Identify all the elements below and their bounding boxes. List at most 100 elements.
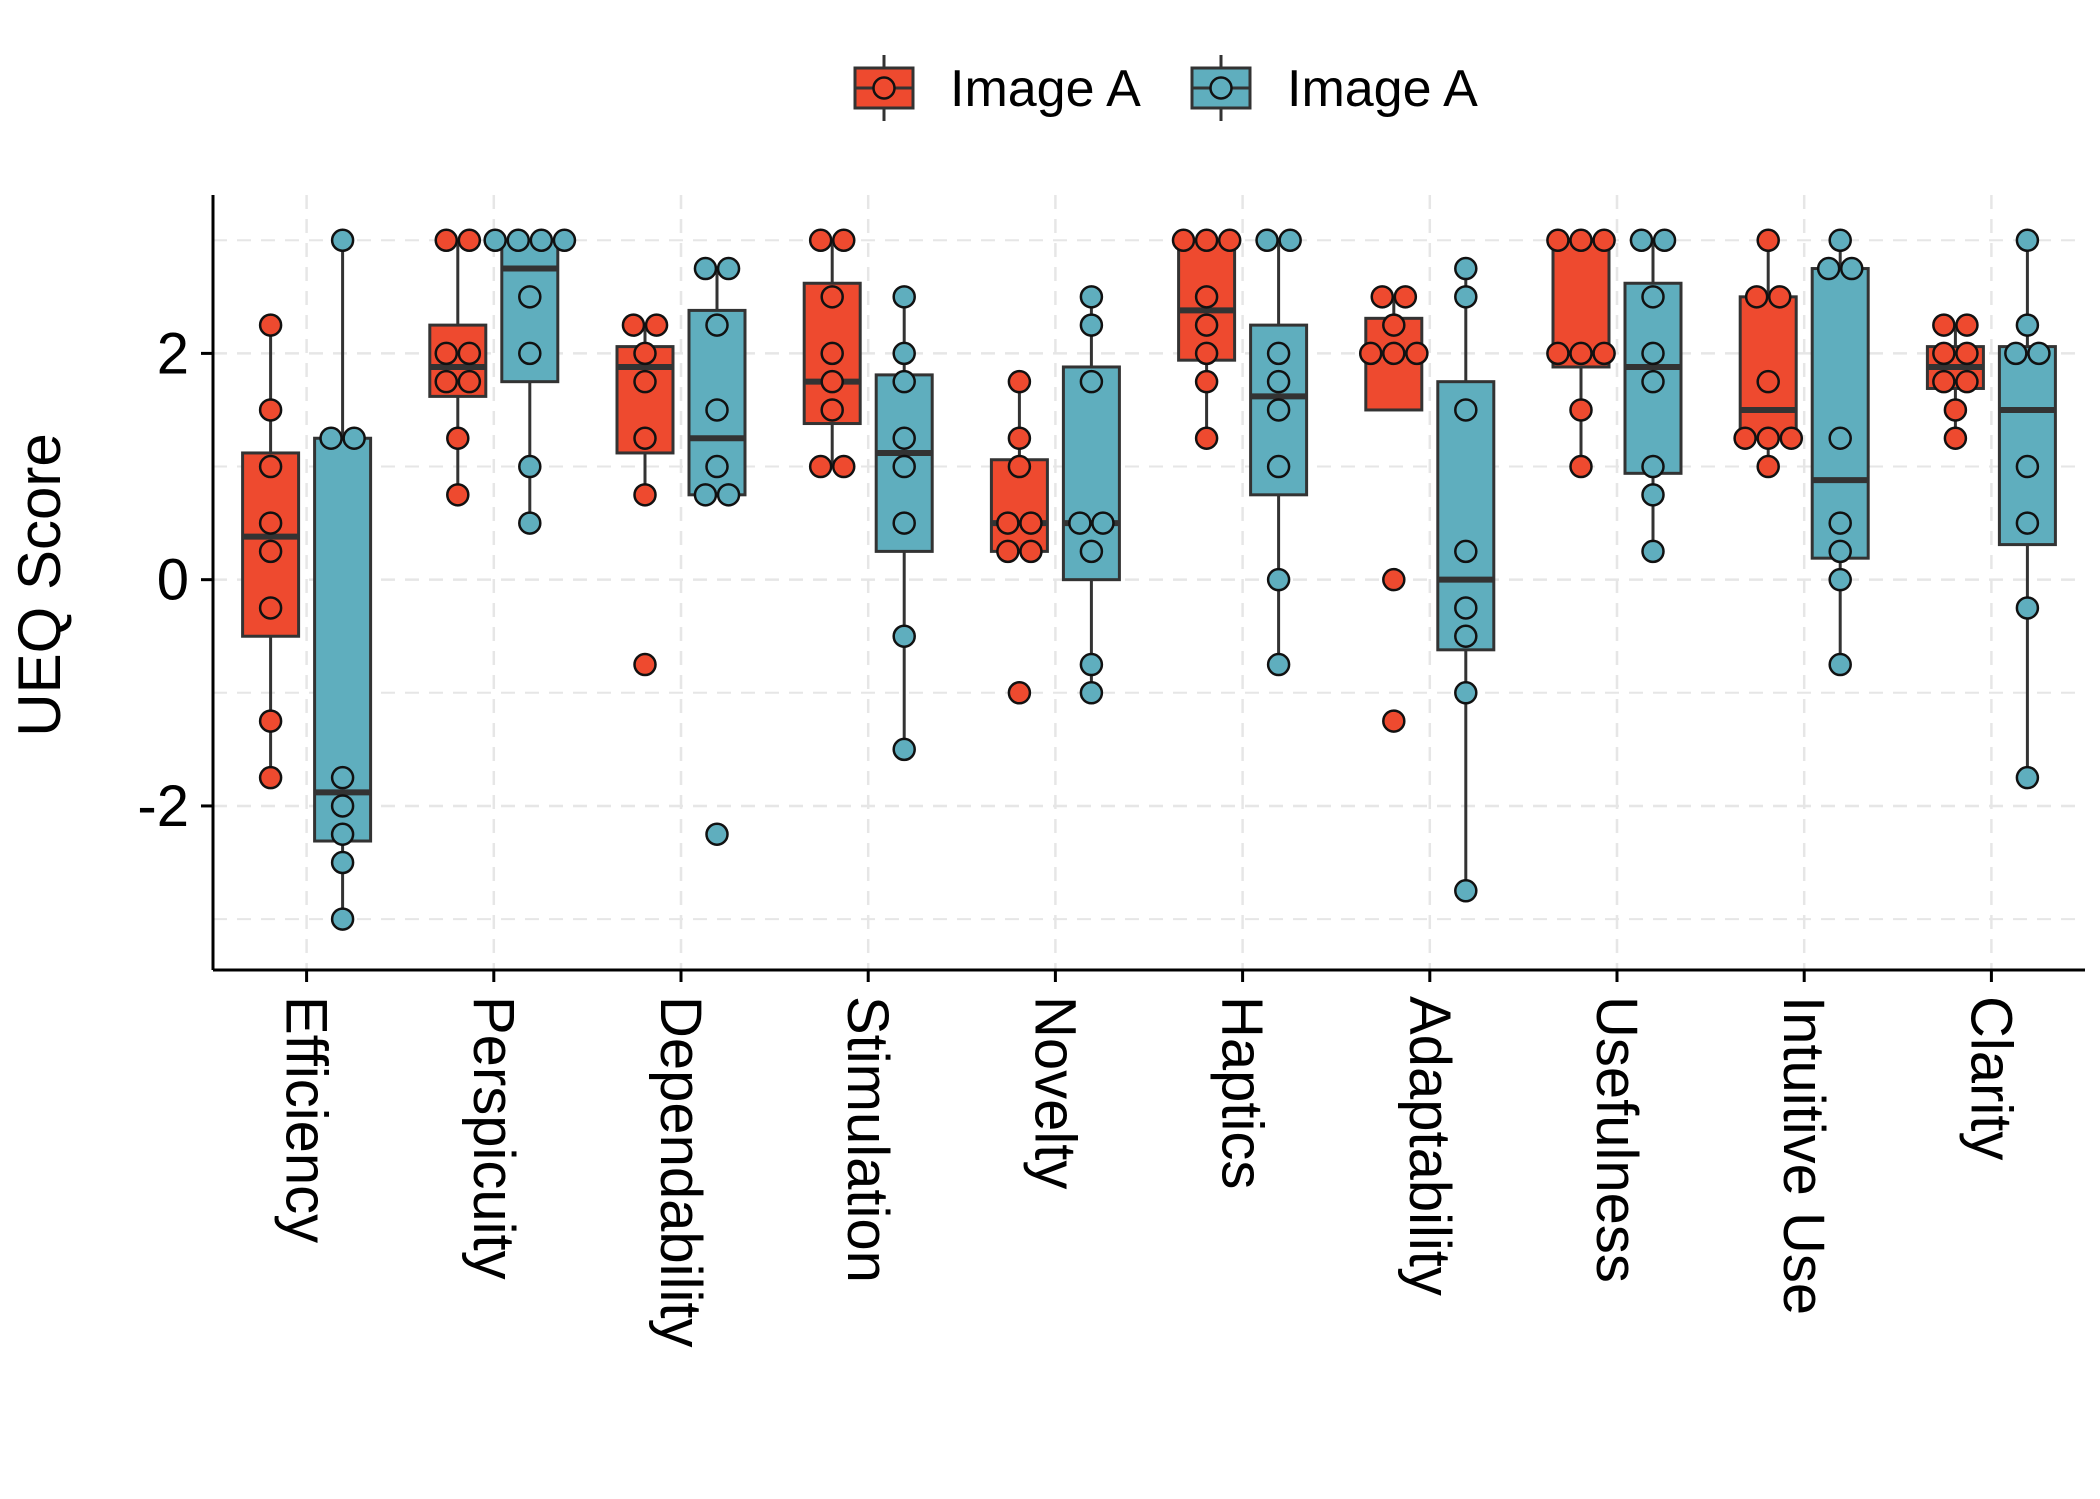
data-point <box>633 652 657 677</box>
data-point <box>633 426 657 450</box>
x-tick-label: Usefulness <box>1584 996 1649 1283</box>
data-point <box>892 511 916 535</box>
data-point <box>1569 454 1593 479</box>
boxplot-1-haptics <box>1177 238 1237 439</box>
data-point <box>1629 228 1654 253</box>
data-point <box>434 228 458 253</box>
data-point <box>2015 765 2040 790</box>
data-point <box>330 907 355 931</box>
data-point <box>552 228 577 253</box>
data-point <box>1828 426 1852 450</box>
data-point <box>1569 398 1593 422</box>
data-point <box>1382 341 1406 366</box>
data-point <box>1370 285 1394 309</box>
data-point <box>1641 454 1665 479</box>
data-point <box>1079 681 1104 705</box>
data-point <box>1194 426 1219 450</box>
legend-point <box>872 76 896 100</box>
data-point <box>705 313 729 337</box>
x-tick-label: Haptics <box>1210 996 1275 1189</box>
data-point <box>2015 313 2040 337</box>
data-point <box>820 285 844 309</box>
data-point <box>1068 511 1092 535</box>
data-point <box>644 313 669 337</box>
data-point <box>1955 341 1979 366</box>
data-point <box>1828 539 1852 564</box>
data-point <box>1592 228 1616 253</box>
data-point <box>1546 341 1570 366</box>
data-point <box>483 228 507 253</box>
boxplot-2-haptics <box>1249 240 1309 665</box>
data-point <box>1091 511 1115 535</box>
data-point <box>892 624 916 648</box>
data-point <box>892 285 916 309</box>
data-point <box>1194 341 1219 366</box>
data-point <box>1744 285 1769 309</box>
data-point <box>1828 228 1852 253</box>
data-point <box>457 228 482 253</box>
data-point <box>832 454 856 479</box>
data-point <box>1454 624 1478 648</box>
data-point <box>1194 228 1219 253</box>
data-point <box>1382 313 1406 337</box>
data-point <box>330 850 355 875</box>
data-point <box>1641 285 1665 309</box>
data-point <box>1266 398 1291 422</box>
data-point <box>518 341 542 366</box>
data-point <box>1932 341 1956 366</box>
data-point <box>1194 285 1219 309</box>
data-point <box>1569 228 1593 253</box>
data-point <box>1019 539 1043 564</box>
y-tick-label: 2 <box>157 321 189 386</box>
data-point <box>996 511 1020 535</box>
box-iqr <box>1061 365 1121 582</box>
legend: Image A Image A <box>853 55 1478 121</box>
y-axis-title: UEQ Score <box>6 433 73 736</box>
data-point <box>1454 398 1478 422</box>
data-point <box>1454 256 1478 281</box>
x-tick-label: Stimulation <box>835 996 900 1283</box>
data-point <box>258 596 283 620</box>
data-point <box>1641 483 1665 507</box>
data-point <box>518 511 542 535</box>
data-point <box>2004 341 2028 366</box>
data-point <box>258 398 283 422</box>
data-point <box>258 511 283 535</box>
data-point <box>330 228 355 253</box>
data-point <box>1641 341 1665 366</box>
boxplot-1-perspicuity <box>428 240 488 495</box>
data-point <box>1382 709 1406 733</box>
data-point <box>832 228 856 253</box>
data-point <box>319 426 343 450</box>
x-tick-label: Intuitive Use <box>1771 996 1836 1315</box>
data-point <box>342 426 366 450</box>
data-point <box>820 341 844 366</box>
data-point <box>716 483 741 507</box>
data-point <box>1079 652 1104 677</box>
data-point <box>1079 369 1104 394</box>
data-point <box>1779 426 1804 450</box>
data-point <box>716 256 741 281</box>
legend-label: Image A <box>950 60 1141 118</box>
data-point <box>1756 369 1780 394</box>
data-point <box>1382 567 1406 592</box>
data-point <box>2015 596 2040 620</box>
data-point <box>434 341 458 366</box>
legend-item-1: Image A <box>853 55 1141 121</box>
data-point <box>1840 256 1864 281</box>
data-point <box>506 228 530 253</box>
data-point <box>1171 228 1196 253</box>
data-point <box>621 313 646 337</box>
data-point <box>1546 228 1570 253</box>
x-tick-label: Perspicuity <box>461 996 526 1280</box>
box-iqr <box>1738 295 1798 440</box>
data-point <box>892 737 916 762</box>
data-point <box>1569 341 1593 366</box>
data-point <box>1955 313 1979 337</box>
data-point <box>1828 511 1852 535</box>
data-point <box>1932 369 1956 394</box>
data-point <box>1358 341 1383 366</box>
data-point <box>705 454 729 479</box>
data-point <box>1756 228 1780 253</box>
data-point <box>892 426 916 450</box>
